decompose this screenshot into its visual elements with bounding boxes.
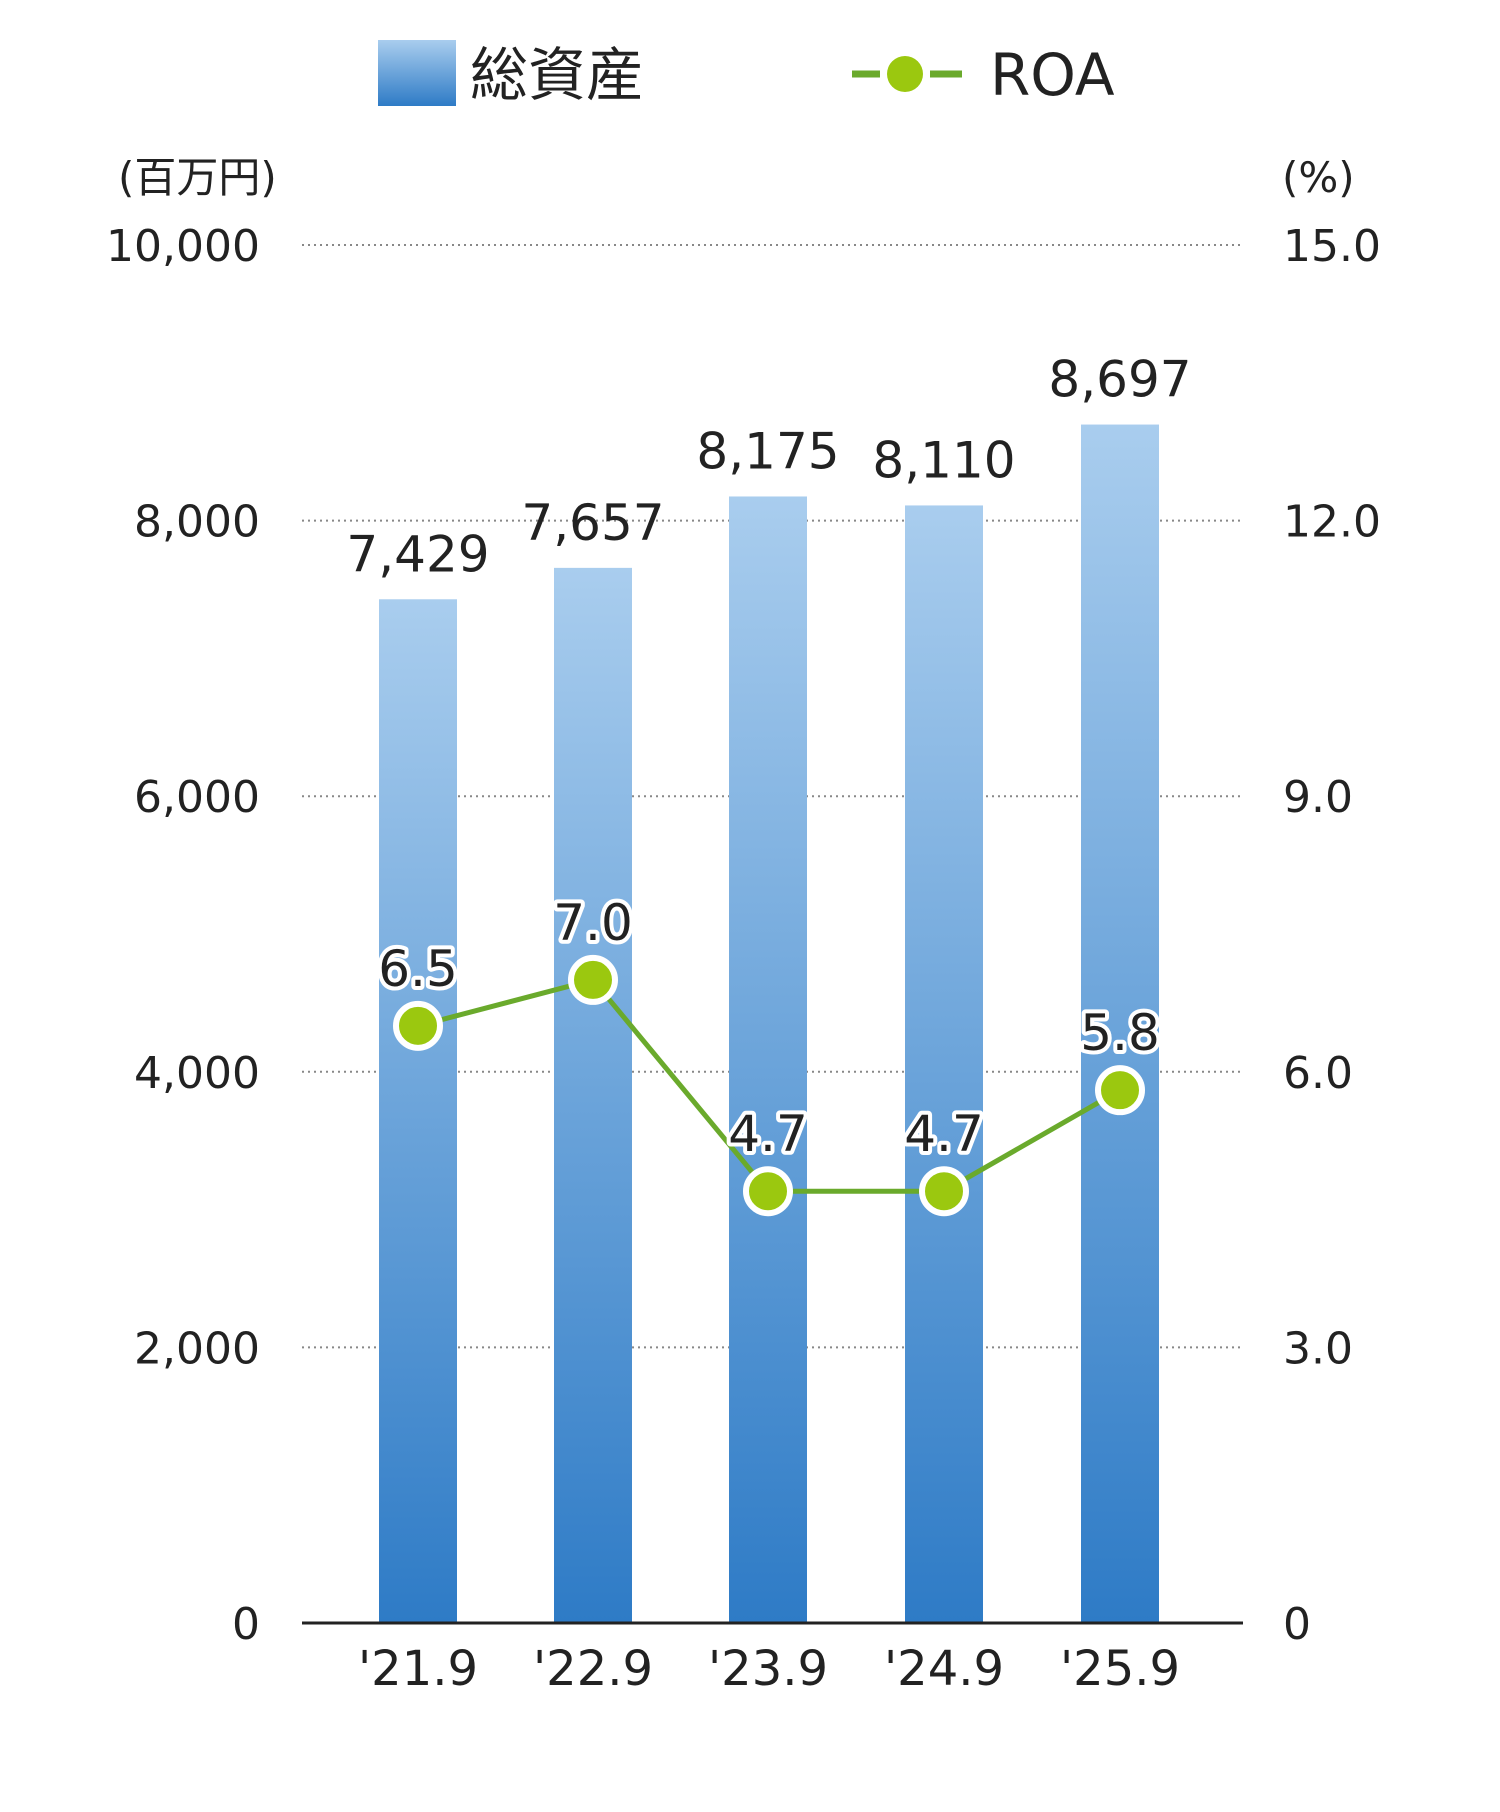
left-tick-label: 2,000 [134, 1323, 260, 1374]
roa-point [919, 1166, 969, 1217]
bar-value-label: 8,110 [872, 431, 1015, 489]
x-tick-label: '21.9 [358, 1641, 478, 1697]
bar [729, 496, 807, 1623]
right-tick-label: 3.0 [1283, 1323, 1353, 1374]
bar-value-label: 8,697 [1048, 351, 1191, 409]
bar [554, 567, 632, 1623]
roa-value-label: 6.5 [378, 940, 458, 998]
right-tick-label: 15.0 [1283, 221, 1381, 272]
roa-point [393, 1000, 443, 1051]
roa-value-label: 5.8 [1080, 1004, 1160, 1062]
roa-value-label: 4.7 [904, 1105, 984, 1163]
right-tick-label: 0 [1283, 1599, 1311, 1650]
left-tick-label: 10,000 [106, 221, 260, 272]
right-axis-unit: (%) [1282, 153, 1355, 202]
roa-value-labels: 6.5 7.0 4.7 4.7 5.8 [374, 890, 1164, 1167]
bar [1081, 424, 1159, 1623]
right-axis-ticks: 0 3.0 6.0 9.0 12.0 15.0 [1283, 221, 1381, 1650]
x-tick-label: '22.9 [533, 1641, 653, 1697]
left-tick-label: 6,000 [134, 772, 260, 823]
legend: 総資産 ROA [378, 40, 1115, 109]
x-tick-label: '23.9 [708, 1641, 828, 1697]
left-axis-unit: (百万円) [118, 153, 277, 202]
roa-point [568, 954, 618, 1005]
x-axis-labels: '21.9 '22.9 '23.9 '24.9 '25.9 [358, 1641, 1180, 1697]
legend-label-total-assets: 総資産 [470, 41, 644, 109]
legend-bar-swatch [378, 40, 456, 106]
bar-series-total-assets [379, 424, 1159, 1623]
left-axis-ticks: 0 2,000 4,000 6,000 8,000 10,000 [106, 221, 260, 1650]
x-tick-label: '24.9 [884, 1641, 1004, 1697]
roa-value-label: 4.7 [728, 1105, 808, 1163]
bar [379, 599, 457, 1623]
bar [905, 505, 983, 1623]
legend-line-swatch [852, 56, 962, 92]
bar-value-label: 7,429 [346, 525, 489, 583]
right-tick-label: 6.0 [1283, 1048, 1353, 1099]
x-tick-label: '25.9 [1060, 1641, 1180, 1697]
bar-value-label: 7,657 [521, 494, 664, 552]
roa-point [743, 1166, 793, 1217]
roa-value-label: 7.0 [553, 894, 633, 952]
line-series-roa [393, 954, 1145, 1217]
left-tick-label: 8,000 [134, 497, 260, 548]
right-tick-label: 12.0 [1283, 497, 1381, 548]
legend-label-roa: ROA [990, 41, 1115, 109]
right-tick-label: 9.0 [1283, 772, 1353, 823]
left-tick-label: 0 [232, 1599, 260, 1650]
bar-value-labels: 7,429 7,657 8,175 8,110 8,697 [346, 351, 1191, 584]
bar-value-label: 8,175 [696, 422, 839, 480]
gridlines [302, 244, 1243, 1349]
roa-point [1095, 1065, 1145, 1116]
left-tick-label: 4,000 [134, 1048, 260, 1099]
